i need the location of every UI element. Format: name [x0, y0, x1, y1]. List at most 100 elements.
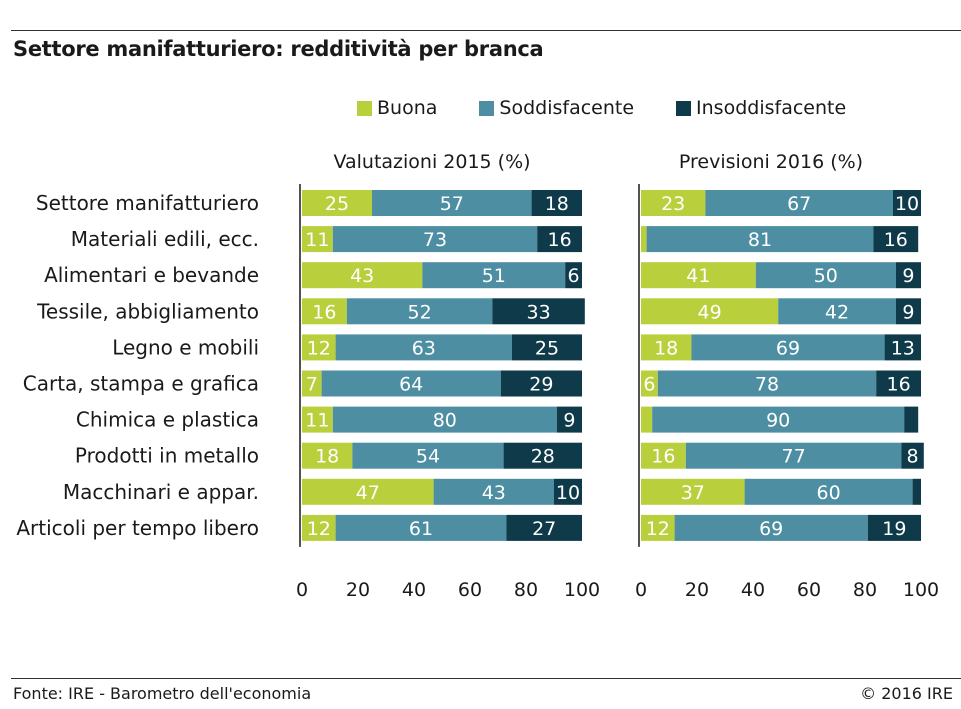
bar-1-settore-manifatturiero-insoddisfacente: [531, 190, 582, 216]
tick-label-1-80: 80: [514, 579, 538, 601]
legend-label-soddisfacente: Soddisfacente: [499, 97, 635, 119]
tick-label-2-80: 80: [853, 579, 877, 601]
data-label-1-prodotti-in-metallo-soddisfacente: 54: [416, 446, 440, 468]
data-label-1-settore-manifatturiero-insoddisfacente: 18: [545, 193, 569, 215]
category-label-chimica-e-plastica: Chimica e plastica: [76, 408, 259, 432]
data-label-1-macchinari-e-appar-soddisfacente: 43: [482, 482, 506, 504]
data-label-2-macchinari-e-appar-buona: 37: [681, 482, 705, 504]
legend-label-insoddisfacente: Insoddisfacente: [696, 97, 847, 119]
bar-1-chimica-e-plastica-buona: [302, 406, 333, 433]
tick-label-1-20: 20: [346, 579, 370, 601]
data-label-1-articoli-per-tempo-libero-insoddisfacente: 27: [532, 518, 556, 540]
bar-2-carta-stampa-e-grafica-buona: [641, 370, 658, 397]
bar-1-alimentari-e-bevande-buona: [302, 262, 423, 289]
data-label-1-materiali-edili-ecc-insoddisfacente: 16: [548, 229, 572, 251]
bar-1-macchinari-e-appar-buona: [302, 478, 434, 505]
data-label-2-chimica-e-plastica-soddisfacente: 90: [766, 410, 790, 432]
chart-title: Settore manifatturiero: redditività per …: [13, 37, 544, 61]
bar-2-articoli-per-tempo-libero-buona: [641, 514, 675, 541]
data-label-2-alimentari-e-bevande-insoddisfacente: 9: [902, 265, 914, 287]
bar-2-alimentari-e-bevande-insoddisfacente: [895, 262, 921, 289]
bar-2-chimica-e-plastica-insoddisfacente: [904, 406, 919, 433]
bar-2-macchinari-e-appar-soddisfacente: [744, 478, 913, 505]
tick-label-2-40: 40: [741, 579, 765, 601]
top-rule: [11, 30, 961, 31]
data-label-1-alimentari-e-bevande-soddisfacente: 51: [482, 265, 506, 287]
data-label-1-alimentari-e-bevande-buona: 43: [350, 265, 374, 287]
data-label-1-tessile-abbigliamento-buona: 16: [312, 301, 336, 323]
bar-2-settore-manifatturiero-buona: [641, 190, 706, 216]
bar-2-settore-manifatturiero-soddisfacente: [705, 190, 893, 216]
bar-2-alimentari-e-bevande-buona: [641, 262, 756, 289]
data-label-1-alimentari-e-bevande-insoddisfacente: 6: [568, 265, 580, 287]
category-label-macchinari-e-appar: Macchinari e appar.: [63, 480, 259, 504]
data-label-2-materiali-edili-ecc-insoddisfacente: 16: [884, 229, 908, 251]
data-label-2-settore-manifatturiero-buona: 23: [661, 193, 685, 215]
bar-1-alimentari-e-bevande-insoddisfacente: [565, 262, 582, 289]
bar-2-macchinari-e-appar-insoddisfacente: [912, 478, 921, 505]
bar-2-materiali-edili-ecc-insoddisfacente: [873, 226, 919, 253]
bar-1-materiali-edili-ecc-insoddisfacente: [537, 226, 582, 253]
bar-1-carta-stampa-e-grafica-buona: [302, 370, 322, 397]
bar-2-settore-manifatturiero-insoddisfacente: [893, 190, 921, 216]
data-label-2-articoli-per-tempo-libero-soddisfacente: 69: [759, 518, 783, 540]
bar-1-alimentari-e-bevande-soddisfacente: [422, 262, 566, 289]
bar-1-articoli-per-tempo-libero-soddisfacente: [335, 514, 507, 541]
data-label-2-carta-stampa-e-grafica-buona: 6: [643, 374, 655, 396]
tick-label-2-60: 60: [797, 579, 821, 601]
data-label-2-tessile-abbigliamento-insoddisfacente: 9: [902, 301, 914, 323]
data-label-2-carta-stampa-e-grafica-insoddisfacente: 16: [887, 374, 911, 396]
tick-label-1-40: 40: [402, 579, 426, 601]
bar-1-prodotti-in-metallo-insoddisfacente: [503, 442, 582, 469]
legend-item-soddisfacente: Soddisfacente: [479, 97, 634, 119]
data-label-2-legno-e-mobili-insoddisfacente: 13: [891, 337, 915, 359]
bar-1-materiali-edili-ecc-soddisfacente: [332, 226, 538, 253]
bar-2-materiali-edili-ecc-soddisfacente: [646, 226, 874, 253]
bar-1-settore-manifatturiero-buona: [302, 190, 372, 216]
bar-2-articoli-per-tempo-libero-soddisfacente: [674, 514, 868, 541]
bar-1-settore-manifatturiero-soddisfacente: [372, 190, 532, 216]
data-label-2-alimentari-e-bevande-soddisfacente: 50: [814, 265, 838, 287]
bar-2-tessile-abbigliamento-insoddisfacente: [895, 298, 921, 325]
tick-label-1-0: 0: [296, 579, 308, 601]
data-label-2-prodotti-in-metallo-insoddisfacente: 8: [907, 446, 919, 468]
bar-2-legno-e-mobili-buona: [641, 334, 692, 361]
bar-1-carta-stampa-e-grafica-insoddisfacente: [500, 370, 582, 397]
category-label-prodotti-in-metallo: Prodotti in metallo: [75, 444, 259, 468]
category-label-alimentari-e-bevande: Alimentari e bevande: [44, 263, 259, 287]
category-label-materiali-edili-ecc: Materiali edili, ecc.: [71, 227, 259, 251]
bar-2-prodotti-in-metallo-buona: [641, 442, 686, 469]
category-label-legno-e-mobili: Legno e mobili: [112, 335, 259, 359]
data-label-2-macchinari-e-appar-soddisfacente: 60: [817, 482, 841, 504]
panel-title-1: Valutazioni 2015 (%): [333, 151, 530, 173]
panel-title-2: Previsioni 2016 (%): [679, 151, 863, 173]
tick-label-1-100: 100: [564, 579, 600, 601]
bar-2-articoli-per-tempo-libero-insoddisfacente: [867, 514, 921, 541]
data-label-1-prodotti-in-metallo-buona: 18: [315, 446, 339, 468]
bar-1-macchinari-e-appar-soddisfacente: [433, 478, 554, 505]
bar-1-macchinari-e-appar-insoddisfacente: [554, 478, 582, 505]
data-label-1-macchinari-e-appar-insoddisfacente: 10: [556, 482, 580, 504]
data-label-2-settore-manifatturiero-soddisfacente: 67: [787, 193, 811, 215]
data-label-1-carta-stampa-e-grafica-soddisfacente: 64: [399, 374, 423, 396]
data-label-1-tessile-abbigliamento-insoddisfacente: 33: [527, 301, 551, 323]
tick-label-2-20: 20: [685, 579, 709, 601]
data-label-1-settore-manifatturiero-soddisfacente: 57: [440, 193, 464, 215]
tick-label-1-60: 60: [458, 579, 482, 601]
legend-label-buona: Buona: [377, 97, 438, 119]
data-label-1-legno-e-mobili-insoddisfacente: 25: [535, 337, 559, 359]
tick-label-2-0: 0: [635, 579, 647, 601]
bar-1-articoli-per-tempo-libero-insoddisfacente: [506, 514, 582, 541]
data-label-1-chimica-e-plastica-insoddisfacente: 9: [563, 410, 575, 432]
bar-2-tessile-abbigliamento-buona: [641, 298, 779, 325]
bar-1-legno-e-mobili-buona: [302, 334, 336, 361]
bar-1-chimica-e-plastica-insoddisfacente: [556, 406, 582, 433]
bar-1-tessile-abbigliamento-insoddisfacente: [492, 298, 585, 325]
bar-2-legno-e-mobili-soddisfacente: [691, 334, 885, 361]
category-label-settore-manifatturiero: Settore manifatturiero: [36, 191, 259, 215]
data-label-2-articoli-per-tempo-libero-buona: 12: [646, 518, 670, 540]
data-label-2-tessile-abbigliamento-buona: 49: [698, 301, 722, 323]
bar-1-legno-e-mobili-insoddisfacente: [512, 334, 582, 361]
bar-1-prodotti-in-metallo-buona: [302, 442, 353, 469]
